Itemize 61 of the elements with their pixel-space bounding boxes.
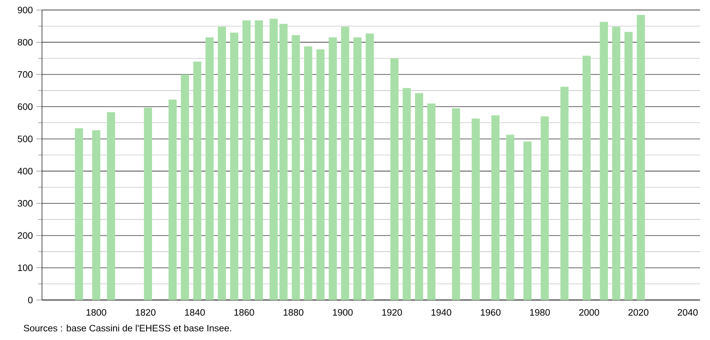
y-tick-label: 400 <box>18 168 33 174</box>
bar <box>427 103 436 300</box>
x-tick-label: 1940 <box>432 309 452 316</box>
bar <box>491 115 500 300</box>
x-tick-label: 1820 <box>136 309 156 316</box>
x-tick-label: 1960 <box>480 309 501 316</box>
bar <box>402 88 411 300</box>
bar <box>218 26 226 300</box>
y-tick-label: 900 <box>18 6 33 14</box>
bar <box>600 22 608 300</box>
source-note: Sources : base Cassini de l'EHESS et base Insee. <box>24 324 232 332</box>
bar <box>353 37 362 300</box>
bar <box>270 18 278 300</box>
x-tick-label: 1880 <box>284 309 304 316</box>
y-tick-label: 500 <box>18 136 33 142</box>
bar <box>230 32 238 300</box>
bar <box>144 108 152 300</box>
y-tick-label: 600 <box>18 103 33 110</box>
bar <box>636 14 645 300</box>
x-tick-label: 2000 <box>579 309 600 316</box>
x-tick-label: 2040 <box>678 309 698 316</box>
bar <box>74 128 84 300</box>
bar <box>341 26 350 300</box>
bar <box>560 86 569 300</box>
x-tick-label: 1980 <box>530 309 550 316</box>
bar <box>582 56 591 300</box>
x-tick-label: 1900 <box>332 309 353 316</box>
x-tick-label: 1920 <box>382 309 402 316</box>
bar <box>366 34 374 300</box>
bar <box>304 46 312 300</box>
bar <box>316 49 325 300</box>
bar <box>523 141 532 300</box>
bar <box>328 37 337 300</box>
bar <box>612 26 620 300</box>
x-tick-label: 1860 <box>234 309 254 316</box>
bar <box>624 32 633 300</box>
bar <box>506 134 514 300</box>
bar <box>472 118 480 300</box>
y-tick-label: 700 <box>18 71 33 78</box>
bar <box>168 100 177 300</box>
bar <box>92 130 100 300</box>
x-tick-label: 1840 <box>185 309 205 316</box>
bar <box>279 24 288 300</box>
bar <box>390 58 398 300</box>
bar <box>106 112 116 300</box>
bar <box>292 35 300 300</box>
bar <box>242 20 251 300</box>
bar <box>193 62 202 300</box>
bar <box>452 108 460 300</box>
x-tick-label: 1800 <box>86 309 106 316</box>
bar <box>254 20 263 300</box>
bar <box>180 74 190 300</box>
bar <box>414 93 424 300</box>
y-tick-label: 100 <box>18 264 33 272</box>
y-tick-label: 800 <box>18 38 33 46</box>
y-tick-label: 300 <box>18 200 33 207</box>
y-tick-label: 200 <box>18 232 33 239</box>
bar <box>206 37 214 300</box>
bar <box>540 116 549 300</box>
y-tick-label: 0 <box>28 296 33 304</box>
x-tick-label: 2020 <box>628 309 648 316</box>
